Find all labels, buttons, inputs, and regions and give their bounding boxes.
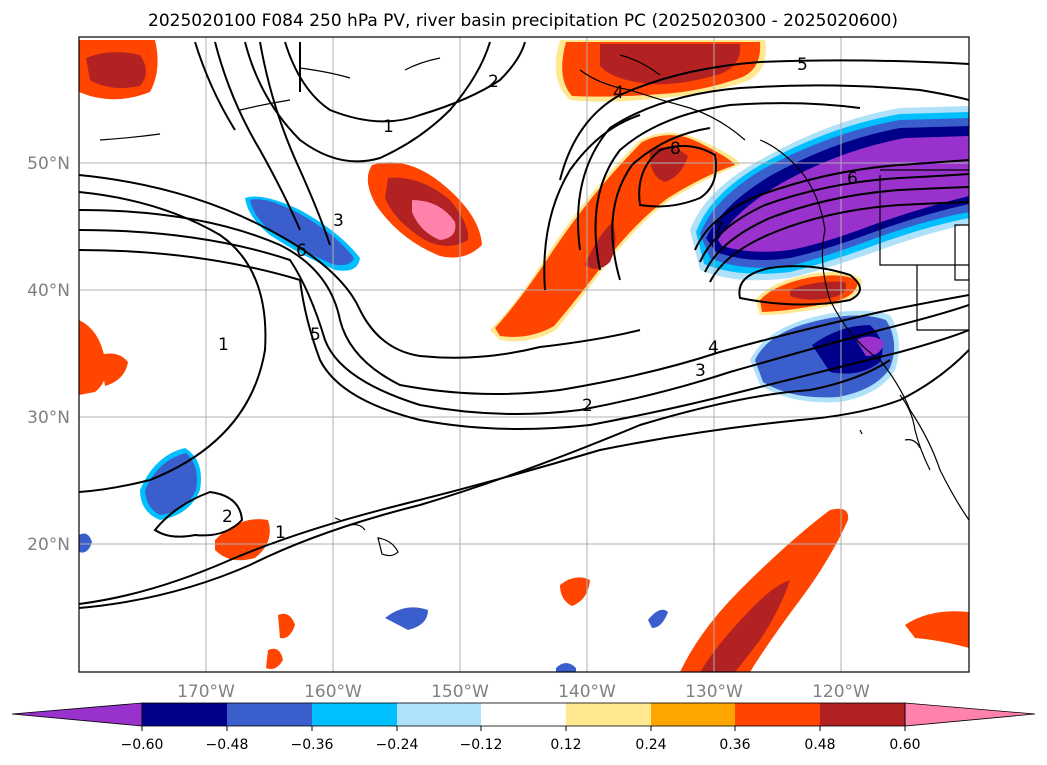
map-frame: [78, 36, 970, 673]
colorbar-tick-label: −0.24: [376, 737, 419, 753]
pv-label: 6: [847, 169, 858, 189]
pv-label: 2: [222, 507, 233, 527]
lon-label: 170°W: [177, 682, 235, 702]
lon-label: 150°W: [431, 682, 489, 702]
precip-region-southeast: [905, 611, 969, 648]
pv-contour-1-south: [153, 490, 244, 538]
colorbar-segment: [227, 703, 312, 726]
colorbar-frame: [141, 702, 906, 727]
lat-label: 30°N: [27, 408, 70, 428]
pv-contour-5: [79, 229, 969, 415]
pv-label: 2: [582, 396, 593, 416]
colorbar-tick-label: −0.36: [291, 737, 334, 753]
colorbar-segment: [142, 703, 227, 726]
pv-contour-6: [79, 249, 969, 430]
lat-label: 20°N: [27, 535, 70, 555]
colorbar-ticks: [141, 726, 906, 731]
pv-label: 6: [296, 241, 307, 261]
pv-contour-ridge-a: [559, 59, 969, 181]
colorbar-tick-label: −0.60: [121, 737, 164, 753]
lon-label: 120°W: [812, 682, 870, 702]
lat-label: 50°N: [27, 154, 70, 174]
pv-contour-8: [214, 41, 301, 231]
precip-region-subtropics: [680, 508, 849, 672]
pv-label: 2: [488, 72, 499, 92]
pv-contour-7: [259, 41, 331, 246]
colorbar-extend-min: [11, 702, 143, 727]
pv-contour-pnw-e: [738, 265, 861, 306]
pv-label: 1: [218, 335, 229, 355]
colorbar-tick-label: −0.12: [460, 737, 503, 753]
colorbar-segment: [651, 703, 735, 726]
pv-contour-2: [284, 41, 526, 123]
pv-contour-pnw-c: [704, 186, 969, 273]
coastlines: [99, 54, 969, 557]
pv-contour-inner-1: [194, 41, 236, 131]
colorbar-tick-label: 0.48: [804, 737, 835, 753]
longitude-labels: 170°W 160°W 150°W 140°W 130°W 120°W: [177, 682, 870, 702]
pv-contour-4: [79, 209, 969, 395]
pv-contour-2-subtropics: [79, 359, 891, 609]
pv-contour-1-subtropics: [79, 349, 969, 605]
pv-label: 1: [383, 117, 394, 137]
pv-contour-closed-high: [638, 145, 717, 208]
colorbar-segment: [481, 703, 566, 726]
pv-label: 3: [695, 361, 706, 381]
pv-label: 5: [797, 55, 808, 75]
pv-contour-3: [79, 174, 641, 359]
pv-contour-ridge-e: [543, 114, 641, 291]
colorbar-tick-label: −0.48: [206, 737, 249, 753]
map-area: 2 1 3 6 5 1 4 5 8 7 6 4 3 2 2 1: [79, 37, 969, 672]
lon-label: 130°W: [685, 682, 743, 702]
colorbar-segment: [735, 703, 820, 726]
colorbar-segment: [820, 703, 905, 726]
lon-label: 140°W: [558, 682, 616, 702]
pv-contour-pnw-a: [694, 159, 969, 251]
pv-label: 4: [708, 338, 719, 358]
colorbar-tick-label: 0.36: [719, 737, 750, 753]
pv-contour-1-north: [244, 41, 491, 163]
pv-label: 5: [310, 325, 321, 345]
pv-label: 3: [333, 211, 344, 231]
colorbar-tick-label: 0.12: [550, 737, 581, 753]
colorbar-segment: [397, 703, 481, 726]
lat-label: 40°N: [27, 281, 70, 301]
pv-contour-ridge-b: [577, 84, 969, 251]
precip-region-west-edge: [79, 320, 107, 395]
colorbar-extend-max: [904, 702, 1036, 727]
pv-label: 7: [713, 219, 724, 239]
colorbar-tick-label: 0.24: [635, 737, 666, 753]
positive-precip-regions: [79, 40, 969, 672]
colorbar: −0.60 −0.48 −0.36 −0.24 −0.12 0.12 0.24 …: [11, 702, 1036, 753]
figure-title: 2025020100 F084 250 hPa PV, river basin …: [148, 11, 898, 31]
pv-contour-1-west: [79, 191, 267, 493]
pv-contour-labels: 2 1 3 6 5 1 4 5 8 7 6 4 3 2 2 1: [218, 55, 858, 543]
pv-label: 8: [670, 139, 681, 159]
pv-contour-ridge-d: [611, 127, 711, 281]
lon-label: 160°W: [304, 682, 362, 702]
pv-contour-pnw-b: [699, 173, 969, 263]
pv-label: 1: [275, 523, 286, 543]
colorbar-segment: [312, 703, 397, 726]
pv-contour-pnw-d: [709, 201, 969, 283]
pv-label: 4: [613, 83, 624, 103]
colorbar-segment: [566, 703, 651, 726]
colorbar-tick-label: 0.60: [889, 737, 920, 753]
latitude-labels: 50°N 40°N 30°N 20°N: [27, 154, 70, 555]
pv-contours: [79, 41, 969, 609]
pv-contour-ridge-c: [594, 102, 861, 271]
